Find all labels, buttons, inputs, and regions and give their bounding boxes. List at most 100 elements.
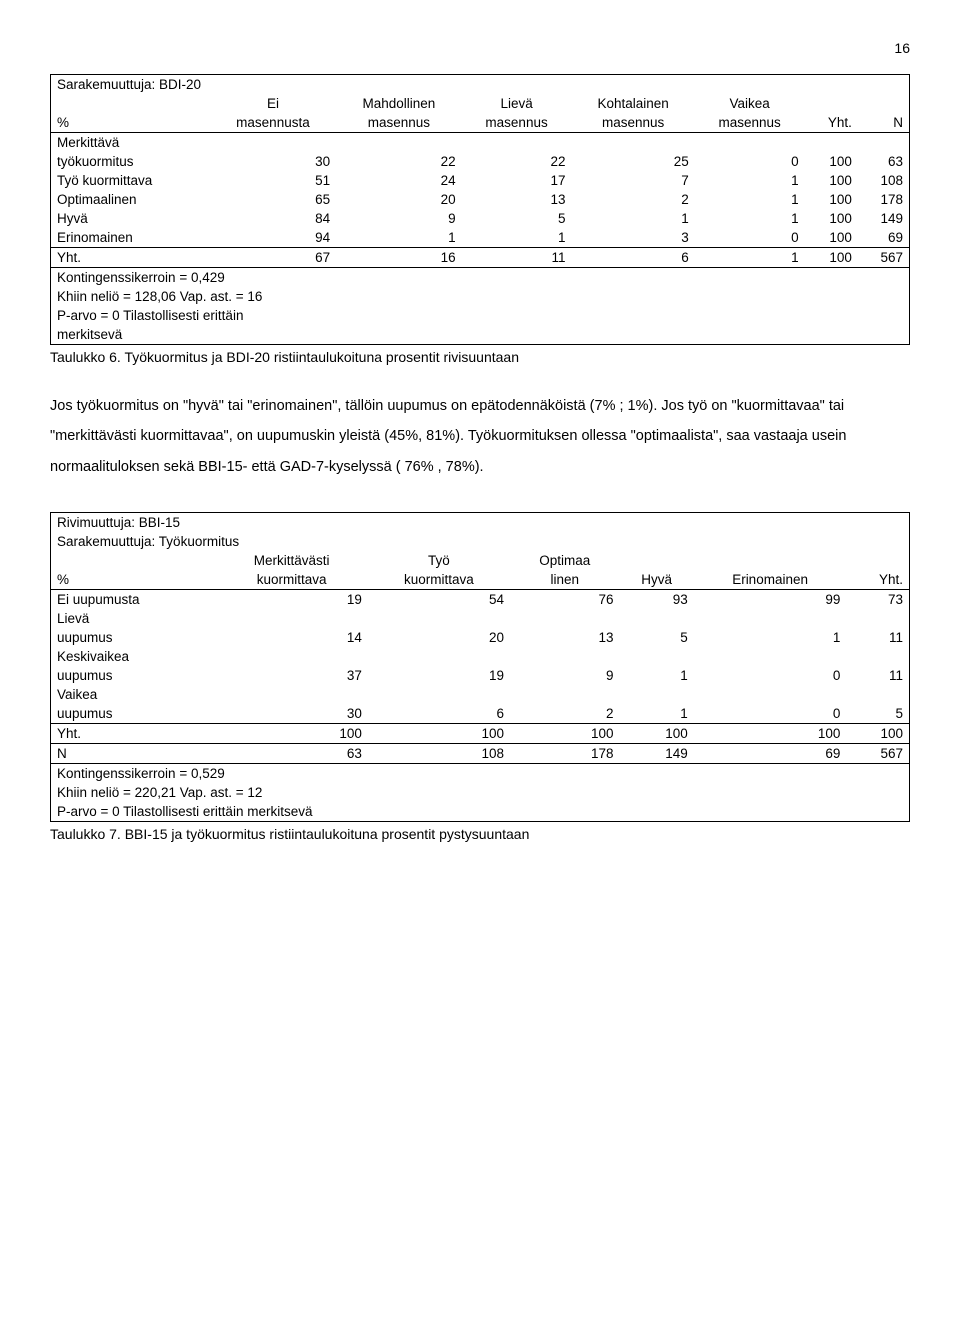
cell: 69 bbox=[694, 744, 847, 764]
cell: 17 bbox=[462, 171, 572, 190]
cell: 100 bbox=[846, 724, 909, 744]
cell: 69 bbox=[858, 228, 909, 248]
cell: 22 bbox=[336, 152, 461, 171]
th: Erinomainen bbox=[694, 570, 847, 590]
cell: 567 bbox=[846, 744, 909, 764]
table1-title: Sarakemuuttuja: BDI-20 bbox=[51, 75, 909, 94]
row-label: Hyvä bbox=[51, 209, 210, 228]
cell: 94 bbox=[210, 228, 337, 248]
body-paragraph: Jos työkuormitus on "hyvä" tai "erinomai… bbox=[50, 391, 910, 482]
note: Kontingenssikerroin = 0,529 bbox=[51, 764, 909, 784]
th: % bbox=[51, 570, 215, 590]
table2-title2: Sarakemuuttuja: Työkuormitus bbox=[51, 532, 909, 551]
th: Työ bbox=[368, 551, 510, 570]
table2-title1: Rivimuuttuja: BBI-15 bbox=[51, 513, 909, 532]
th: Yht. bbox=[805, 113, 858, 133]
th: % bbox=[51, 113, 210, 133]
cell: 19 bbox=[368, 666, 510, 685]
row-label: Merkittävä bbox=[51, 133, 909, 153]
cell: 100 bbox=[805, 190, 858, 209]
th: masennus bbox=[336, 113, 461, 133]
row-label: uupumus bbox=[51, 666, 215, 685]
cell: 6 bbox=[572, 248, 695, 268]
cell: 1 bbox=[336, 228, 461, 248]
th bbox=[620, 551, 694, 570]
th bbox=[846, 551, 909, 570]
cell: 84 bbox=[210, 209, 337, 228]
cell: 13 bbox=[510, 628, 620, 647]
cell: 100 bbox=[805, 209, 858, 228]
note: Khiin neliö = 220,21 Vap. ast. = 12 bbox=[51, 783, 909, 802]
cell: 20 bbox=[368, 628, 510, 647]
cell: 0 bbox=[694, 704, 847, 724]
th: kuormittava bbox=[215, 570, 368, 590]
cell: 22 bbox=[462, 152, 572, 171]
th: masennus bbox=[572, 113, 695, 133]
table1-container: Sarakemuuttuja: BDI-20 Ei Mahdollinen Li… bbox=[50, 74, 910, 345]
note: Kontingenssikerroin = 0,429 bbox=[51, 268, 909, 288]
row-label: Erinomainen bbox=[51, 228, 210, 248]
cell: 67 bbox=[210, 248, 337, 268]
cell: 5 bbox=[846, 704, 909, 724]
cell: 100 bbox=[368, 724, 510, 744]
th bbox=[805, 94, 858, 113]
table2-container: Rivimuuttuja: BBI-15 Sarakemuuttuja: Työ… bbox=[50, 512, 910, 822]
cell: 1 bbox=[572, 209, 695, 228]
th bbox=[694, 551, 847, 570]
cell: 1 bbox=[620, 666, 694, 685]
cell: 19 bbox=[215, 590, 368, 610]
cell: 11 bbox=[846, 628, 909, 647]
th: masennusta bbox=[210, 113, 337, 133]
row-label: Yht. bbox=[51, 248, 210, 268]
th bbox=[51, 551, 215, 570]
table1: Sarakemuuttuja: BDI-20 Ei Mahdollinen Li… bbox=[51, 75, 909, 344]
th: Optimaa bbox=[510, 551, 620, 570]
cell: 1 bbox=[695, 209, 805, 228]
note: P-arvo = 0 Tilastollisesti erittäin bbox=[51, 306, 909, 325]
cell: 76 bbox=[510, 590, 620, 610]
th: Lievä bbox=[462, 94, 572, 113]
cell: 108 bbox=[858, 171, 909, 190]
note: Khiin neliö = 128,06 Vap. ast. = 16 bbox=[51, 287, 909, 306]
th bbox=[51, 94, 210, 113]
cell: 9 bbox=[510, 666, 620, 685]
row-label: Yht. bbox=[51, 724, 215, 744]
cell: 2 bbox=[510, 704, 620, 724]
th: masennus bbox=[462, 113, 572, 133]
cell: 7 bbox=[572, 171, 695, 190]
row-label: Ei uupumusta bbox=[51, 590, 215, 610]
cell: 1 bbox=[694, 628, 847, 647]
cell: 1 bbox=[695, 248, 805, 268]
cell: 5 bbox=[620, 628, 694, 647]
cell: 2 bbox=[572, 190, 695, 209]
cell: 65 bbox=[210, 190, 337, 209]
cell: 3 bbox=[572, 228, 695, 248]
cell: 100 bbox=[620, 724, 694, 744]
cell: 16 bbox=[336, 248, 461, 268]
th: Vaikea bbox=[695, 94, 805, 113]
cell: 24 bbox=[336, 171, 461, 190]
cell: 25 bbox=[572, 152, 695, 171]
cell: 0 bbox=[695, 228, 805, 248]
cell: 100 bbox=[215, 724, 368, 744]
table2-caption: Taulukko 7. BBI-15 ja työkuormitus risti… bbox=[50, 826, 910, 842]
cell: 100 bbox=[510, 724, 620, 744]
row-label: Työ kuormittava bbox=[51, 171, 210, 190]
th: Mahdollinen bbox=[336, 94, 461, 113]
cell: 1 bbox=[462, 228, 572, 248]
th: Yht. bbox=[846, 570, 909, 590]
row-label: N bbox=[51, 744, 215, 764]
row-label: Optimaalinen bbox=[51, 190, 210, 209]
cell: 0 bbox=[694, 666, 847, 685]
cell: 100 bbox=[805, 248, 858, 268]
page-number: 16 bbox=[50, 40, 910, 56]
cell: 149 bbox=[858, 209, 909, 228]
th: Hyvä bbox=[620, 570, 694, 590]
row-label: Vaikea bbox=[51, 685, 909, 704]
cell: 51 bbox=[210, 171, 337, 190]
cell: 1 bbox=[695, 190, 805, 209]
table2: Rivimuuttuja: BBI-15 Sarakemuuttuja: Työ… bbox=[51, 513, 909, 821]
th: Merkittävästi bbox=[215, 551, 368, 570]
note: merkitsevä bbox=[51, 325, 909, 344]
cell: 6 bbox=[368, 704, 510, 724]
